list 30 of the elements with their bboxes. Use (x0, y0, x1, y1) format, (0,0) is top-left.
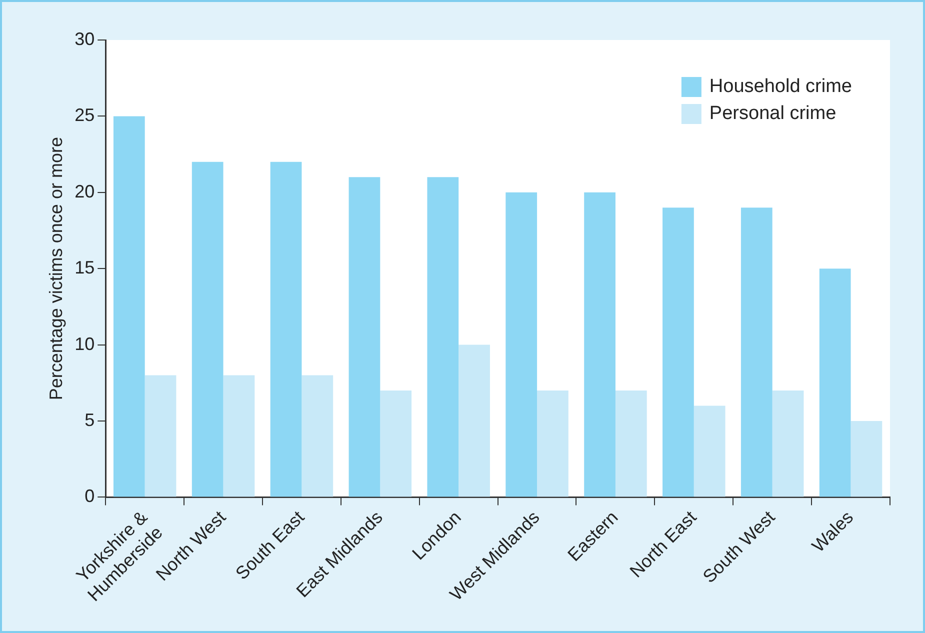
bar (427, 177, 459, 497)
bar (270, 162, 302, 497)
bar (694, 406, 726, 497)
legend-label: Personal crime (709, 103, 836, 124)
bar (740, 208, 772, 497)
y-tick-label: 20 (74, 181, 95, 202)
bar (223, 375, 255, 497)
bar (144, 375, 176, 497)
bar (348, 177, 380, 497)
bar (113, 116, 145, 497)
bar (192, 162, 224, 497)
bar (302, 375, 334, 497)
y-tick-label: 0 (84, 486, 95, 506)
bar (537, 390, 568, 497)
y-tick-label: 25 (74, 105, 95, 126)
y-axis-title: Percentage victims once or more (46, 137, 66, 400)
bar (506, 192, 538, 497)
legend-label: Household crime (709, 76, 852, 98)
y-tick-label: 30 (74, 28, 95, 49)
y-tick-label: 15 (74, 258, 95, 278)
bar (662, 208, 694, 497)
bar (380, 390, 412, 497)
bar (458, 344, 490, 497)
bar (615, 390, 647, 497)
y-tick-label: 5 (84, 410, 95, 430)
bar (772, 390, 804, 497)
bar (584, 192, 616, 497)
bar (850, 421, 882, 497)
y-tick-label: 10 (74, 334, 95, 354)
bar (819, 268, 851, 497)
